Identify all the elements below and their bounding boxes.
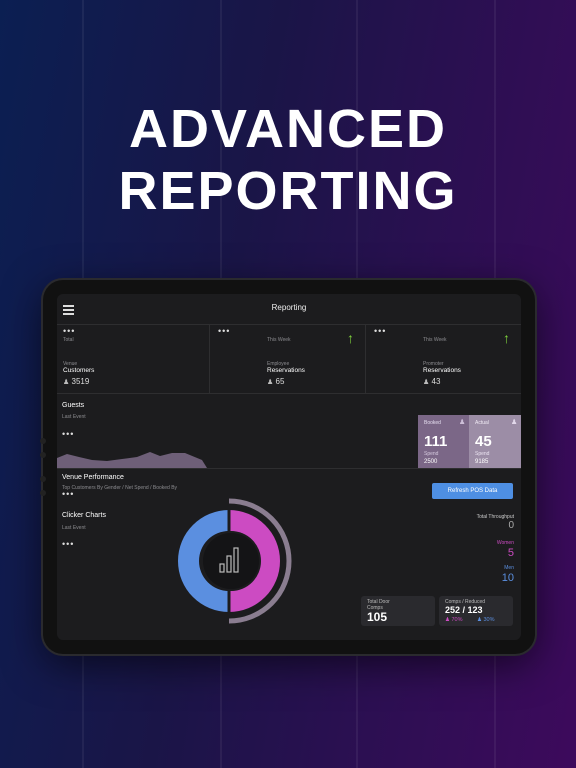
actual-panel: Actual ♟ 45 Spend 9185	[469, 415, 521, 468]
menu-icon[interactable]	[63, 305, 74, 315]
clicker-charts-title: Clicker Charts	[62, 512, 106, 519]
person-icon: ♟	[267, 379, 274, 386]
card-menu-icon[interactable]: •••	[374, 326, 387, 336]
stat-card-customers[interactable]: ••• Total Venue Customers ♟ 3519	[57, 325, 210, 394]
section-title: Guests	[62, 402, 85, 409]
app-screen: Reporting ••• Total Venue Customers ♟ 35…	[57, 294, 521, 640]
women-count: 5	[507, 547, 514, 559]
page-title: Reporting	[271, 303, 307, 312]
men-percent: ♟ 30%	[477, 617, 495, 623]
venue-performance-title: Venue Performance	[62, 474, 124, 481]
person-icon: ♟	[423, 379, 430, 386]
booked-panel: Booked ♟ 111 Spend 2500	[418, 415, 469, 468]
trend-up-icon: ↑	[503, 330, 510, 346]
women-segment	[229, 510, 280, 612]
person-icon: ♟	[459, 419, 466, 426]
total-throughput-value: 0	[508, 520, 514, 531]
bar-chart-icon	[219, 547, 239, 573]
man-icon: ♟	[477, 617, 482, 623]
headline: ADVANCED REPORTING	[0, 98, 576, 222]
refresh-pos-button[interactable]: Refresh POS Data	[432, 483, 513, 499]
gender-donut-chart	[178, 498, 292, 624]
men-segment	[178, 510, 229, 612]
woman-icon: ♟	[445, 617, 450, 623]
top-bar: Reporting	[57, 294, 521, 325]
clicker-menu-icon[interactable]: •••	[62, 539, 75, 549]
stat-card-employee-reservations[interactable]: ••• This Week ↑ Employee Reservations ♟ …	[210, 325, 366, 394]
venue-menu-icon[interactable]: •••	[62, 489, 75, 499]
card-menu-icon[interactable]: •••	[218, 326, 231, 336]
card-menu-icon[interactable]: •••	[63, 326, 76, 336]
trend-up-icon: ↑	[347, 330, 354, 346]
tablet-device: Reporting ••• Total Venue Customers ♟ 35…	[40, 280, 535, 654]
comps-reduced-panel: Comps / Reduced 252 / 123 ♟ 70% ♟ 30%	[439, 596, 513, 626]
stat-card-promoter-reservations[interactable]: ••• This Week ↑ Promoter Reservations ♟ …	[366, 325, 521, 394]
men-count: 10	[501, 572, 514, 584]
guests-menu-icon[interactable]: •••	[62, 429, 75, 439]
person-icon: ♟	[511, 419, 518, 426]
total-door-comps-panel: Total Door Comps 105	[361, 596, 435, 626]
outer-ring	[228, 498, 292, 624]
guests-sparkline	[57, 452, 207, 468]
women-percent: ♟ 70%	[445, 617, 463, 623]
guests-section: Guests Last Event ••• Booked ♟ 111 Spend…	[57, 394, 521, 469]
headline-line-2: REPORTING	[118, 161, 458, 221]
person-icon: ♟	[63, 379, 70, 386]
headline-line-1: ADVANCED	[128, 99, 447, 159]
